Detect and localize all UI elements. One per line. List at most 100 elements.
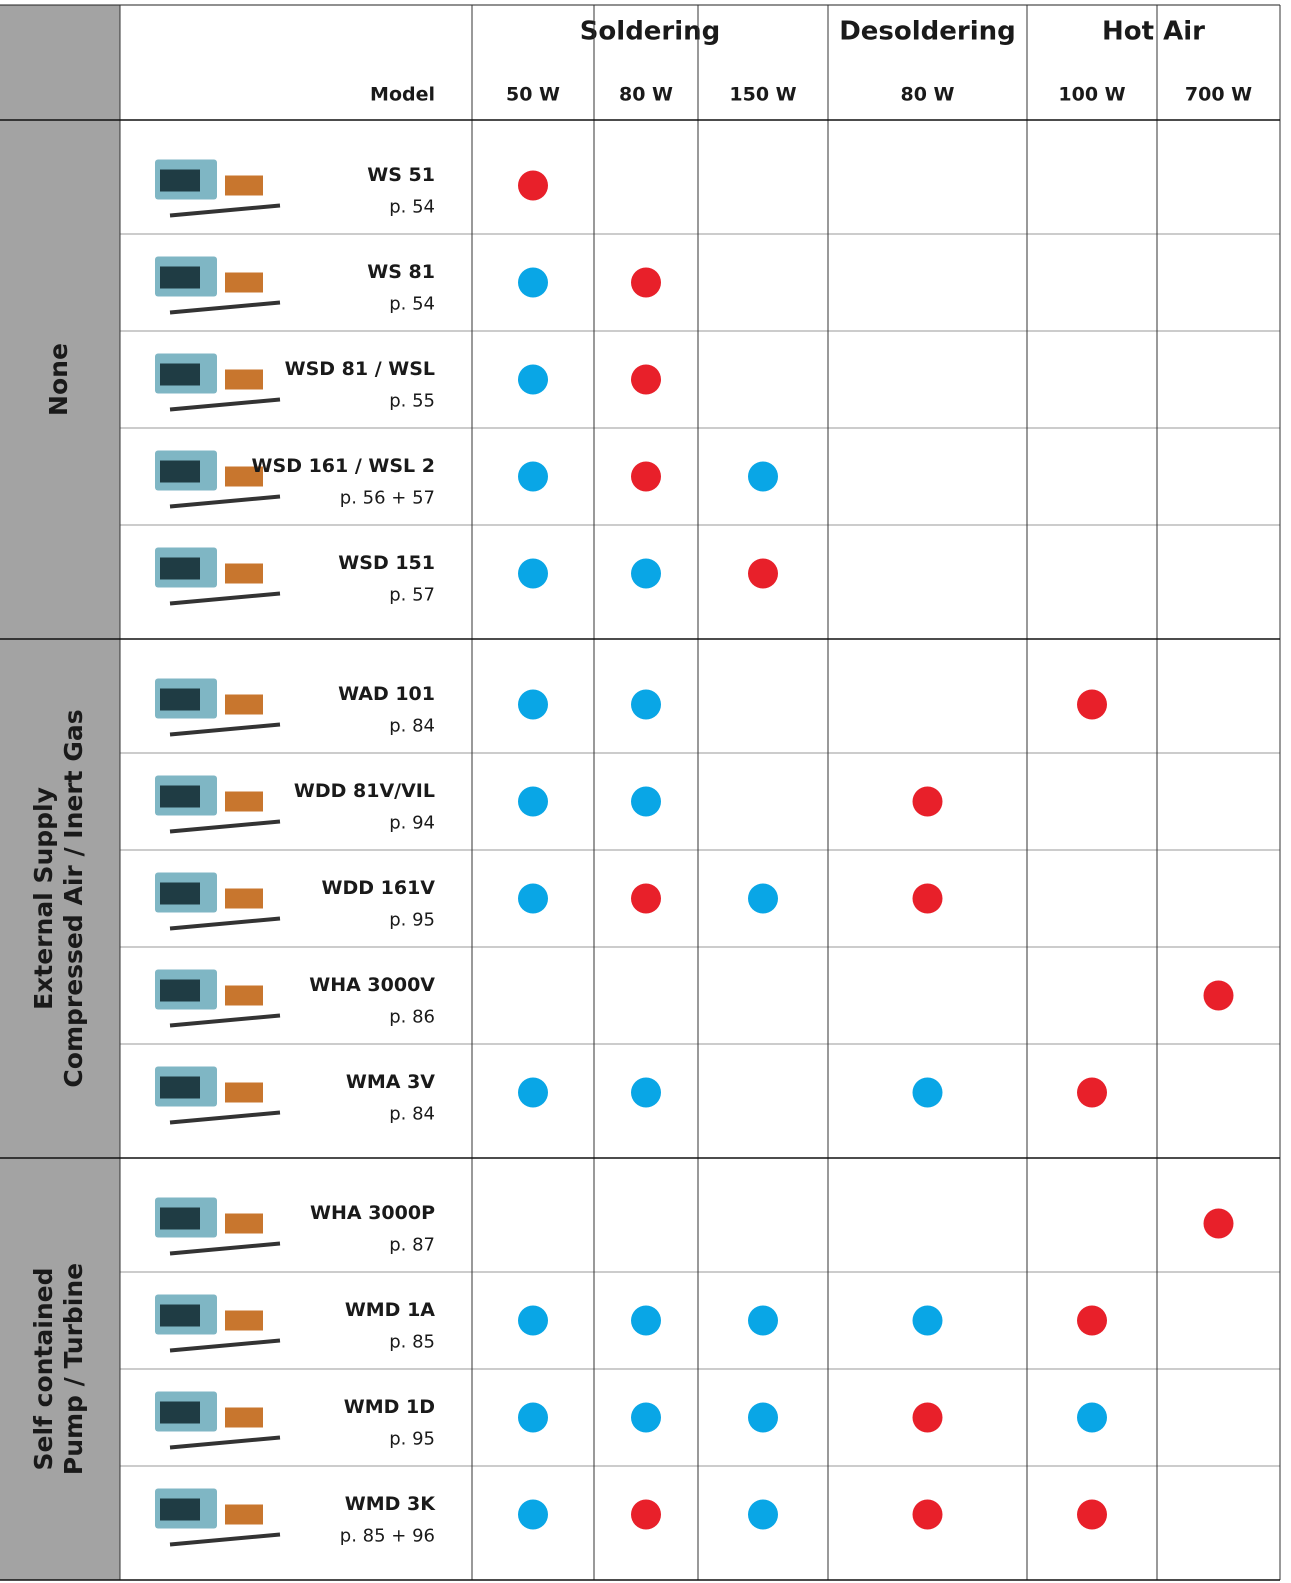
indicator-dot [631, 1306, 661, 1336]
unit-panel [160, 1499, 200, 1521]
indicator-dot [518, 690, 548, 720]
indicator-dot [631, 559, 661, 589]
iron [170, 594, 280, 604]
indicator-dot [913, 1500, 943, 1530]
stand [225, 986, 263, 1006]
model-name: WSD 161 / WSL 2 [252, 455, 435, 477]
unit-panel [160, 267, 200, 289]
indicator-dot [913, 787, 943, 817]
group-title: Self contained [29, 1268, 58, 1471]
group-title: None [44, 343, 73, 416]
stand [225, 1214, 263, 1234]
indicator-dot [518, 1500, 548, 1530]
model-name: WS 81 [367, 261, 435, 283]
model-name: WHA 3000P [310, 1202, 435, 1224]
iron [170, 400, 280, 410]
stand [225, 176, 263, 196]
indicator-dot [748, 1403, 778, 1433]
page-ref: p. 95 [389, 910, 435, 931]
page-ref: p. 84 [389, 1104, 435, 1125]
product-image [155, 1198, 280, 1254]
unit-panel [160, 1402, 200, 1424]
iron [170, 1113, 280, 1123]
stand [225, 564, 263, 584]
indicator-dot [913, 1078, 943, 1108]
indicator-dot [631, 690, 661, 720]
column-label: 50 W [506, 84, 560, 106]
model-name: WMD 1D [344, 1396, 435, 1418]
iron [170, 1016, 280, 1026]
page-ref: p. 87 [389, 1235, 435, 1256]
product-image [155, 548, 280, 604]
group-title: Pump / Turbine [59, 1263, 88, 1475]
column-label: 100 W [1058, 84, 1125, 106]
iron [170, 206, 280, 216]
model-label: Model [370, 84, 435, 106]
unit-panel [160, 1208, 200, 1230]
unit-panel [160, 170, 200, 192]
corner-band [0, 5, 120, 120]
product-image [155, 776, 280, 832]
product-image [155, 1067, 280, 1123]
indicator-dot [1077, 1500, 1107, 1530]
stand [225, 1083, 263, 1103]
iron [170, 1438, 280, 1448]
stand [225, 889, 263, 909]
model-name: WHA 3000V [309, 974, 435, 996]
indicator-dot [631, 462, 661, 492]
indicator-dot [1077, 1306, 1107, 1336]
indicator-dot [631, 365, 661, 395]
stand [225, 1505, 263, 1525]
unit-panel [160, 1077, 200, 1099]
model-name: WAD 101 [338, 683, 435, 705]
group-title: External Supply [29, 787, 58, 1010]
product-image [155, 1489, 280, 1545]
stand [225, 273, 263, 293]
page-ref: p. 57 [389, 585, 435, 606]
stand [225, 695, 263, 715]
page: {"header": {"model_label": "Model", "col… [0, 0, 1291, 1583]
comparison-table: ModelSoldering50 W80 W150 WDesoldering80… [0, 0, 1291, 1583]
unit-panel [160, 689, 200, 711]
stand [225, 792, 263, 812]
product-image [155, 1295, 280, 1351]
indicator-dot [1204, 1209, 1234, 1239]
iron [170, 497, 280, 507]
page-ref: p. 86 [389, 1007, 435, 1028]
indicator-dot [1077, 690, 1107, 720]
iron [170, 1535, 280, 1545]
indicator-dot [631, 884, 661, 914]
indicator-dot [631, 1500, 661, 1530]
model-name: WS 51 [367, 164, 435, 186]
column-group-title: Desoldering [839, 17, 1016, 47]
group-title: Compressed Air / Inert Gas [59, 709, 88, 1087]
iron [170, 919, 280, 929]
column-label: 80 W [900, 84, 954, 106]
indicator-dot [748, 559, 778, 589]
indicator-dot [518, 365, 548, 395]
indicator-dot [518, 1306, 548, 1336]
column-label: 150 W [729, 84, 796, 106]
column-label: 700 W [1185, 84, 1252, 106]
model-name: WDD 81V/VIL [294, 780, 435, 802]
page-ref: p. 54 [389, 197, 435, 218]
unit-panel [160, 1305, 200, 1327]
column-label: 80 W [619, 84, 673, 106]
product-image [155, 873, 280, 929]
model-name: WDD 161V [322, 877, 436, 899]
unit-panel [160, 883, 200, 905]
indicator-dot [748, 462, 778, 492]
model-name: WSD 151 [338, 552, 435, 574]
indicator-dot [518, 462, 548, 492]
iron [170, 822, 280, 832]
unit-panel [160, 558, 200, 580]
indicator-dot [518, 884, 548, 914]
indicator-dot [748, 884, 778, 914]
indicator-dot [518, 268, 548, 298]
product-image [155, 160, 280, 216]
model-name: WMD 1A [345, 1299, 435, 1321]
iron [170, 1244, 280, 1254]
indicator-dot [1204, 981, 1234, 1011]
stand [225, 1311, 263, 1331]
indicator-dot [1077, 1403, 1107, 1433]
